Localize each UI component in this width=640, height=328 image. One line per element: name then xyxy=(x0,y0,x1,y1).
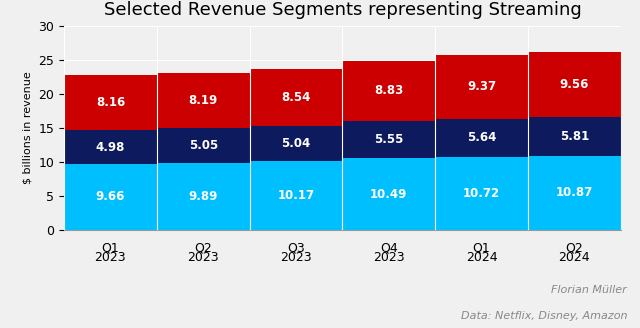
Bar xyxy=(528,156,621,230)
Bar xyxy=(157,73,250,128)
Bar xyxy=(64,130,157,164)
Text: 9.56: 9.56 xyxy=(560,78,589,91)
Text: 10.49: 10.49 xyxy=(370,188,408,200)
Bar xyxy=(528,52,621,116)
Text: 9.66: 9.66 xyxy=(96,190,125,203)
Text: 4.98: 4.98 xyxy=(96,141,125,154)
Text: 5.05: 5.05 xyxy=(189,139,218,152)
Title: Selected Revenue Segments representing Streaming: Selected Revenue Segments representing S… xyxy=(104,1,581,19)
Bar xyxy=(157,163,250,230)
Text: 5.64: 5.64 xyxy=(467,131,496,144)
Text: Q2: Q2 xyxy=(566,242,583,255)
Bar xyxy=(435,119,528,157)
Text: 5.81: 5.81 xyxy=(560,130,589,143)
Text: 8.83: 8.83 xyxy=(374,84,403,97)
Bar xyxy=(342,158,435,230)
Bar xyxy=(64,164,157,230)
Text: 5.04: 5.04 xyxy=(282,137,310,150)
Bar xyxy=(342,61,435,121)
Text: 2023: 2023 xyxy=(373,251,404,264)
Bar xyxy=(435,157,528,230)
Text: Q4: Q4 xyxy=(380,242,397,255)
Y-axis label: $ billions in revenue: $ billions in revenue xyxy=(23,72,33,184)
Bar xyxy=(64,75,157,130)
Text: 2024: 2024 xyxy=(559,251,590,264)
Text: Data: Netflix, Disney, Amazon: Data: Netflix, Disney, Amazon xyxy=(461,312,627,321)
Text: Q1: Q1 xyxy=(102,242,119,255)
Text: Q1: Q1 xyxy=(473,242,490,255)
Text: 2023: 2023 xyxy=(95,251,126,264)
Text: 10.87: 10.87 xyxy=(556,186,593,199)
Text: Q2: Q2 xyxy=(195,242,212,255)
Bar xyxy=(157,128,250,163)
Text: 2024: 2024 xyxy=(466,251,497,264)
Text: 8.16: 8.16 xyxy=(96,96,125,109)
Text: 8.19: 8.19 xyxy=(189,94,218,107)
Text: 5.55: 5.55 xyxy=(374,133,403,146)
Text: 8.54: 8.54 xyxy=(282,91,310,104)
Bar xyxy=(250,69,342,127)
Text: 10.17: 10.17 xyxy=(277,189,315,202)
Bar xyxy=(250,161,342,230)
Text: 9.89: 9.89 xyxy=(189,190,218,203)
Text: 9.37: 9.37 xyxy=(467,80,496,93)
Text: Florian Müller: Florian Müller xyxy=(552,285,627,295)
Text: Q3: Q3 xyxy=(287,242,305,255)
Text: 2023: 2023 xyxy=(280,251,312,264)
Text: 2023: 2023 xyxy=(188,251,219,264)
Bar xyxy=(342,121,435,158)
Bar xyxy=(435,55,528,119)
Bar xyxy=(528,116,621,156)
Text: 10.72: 10.72 xyxy=(463,187,500,200)
Bar xyxy=(250,127,342,161)
